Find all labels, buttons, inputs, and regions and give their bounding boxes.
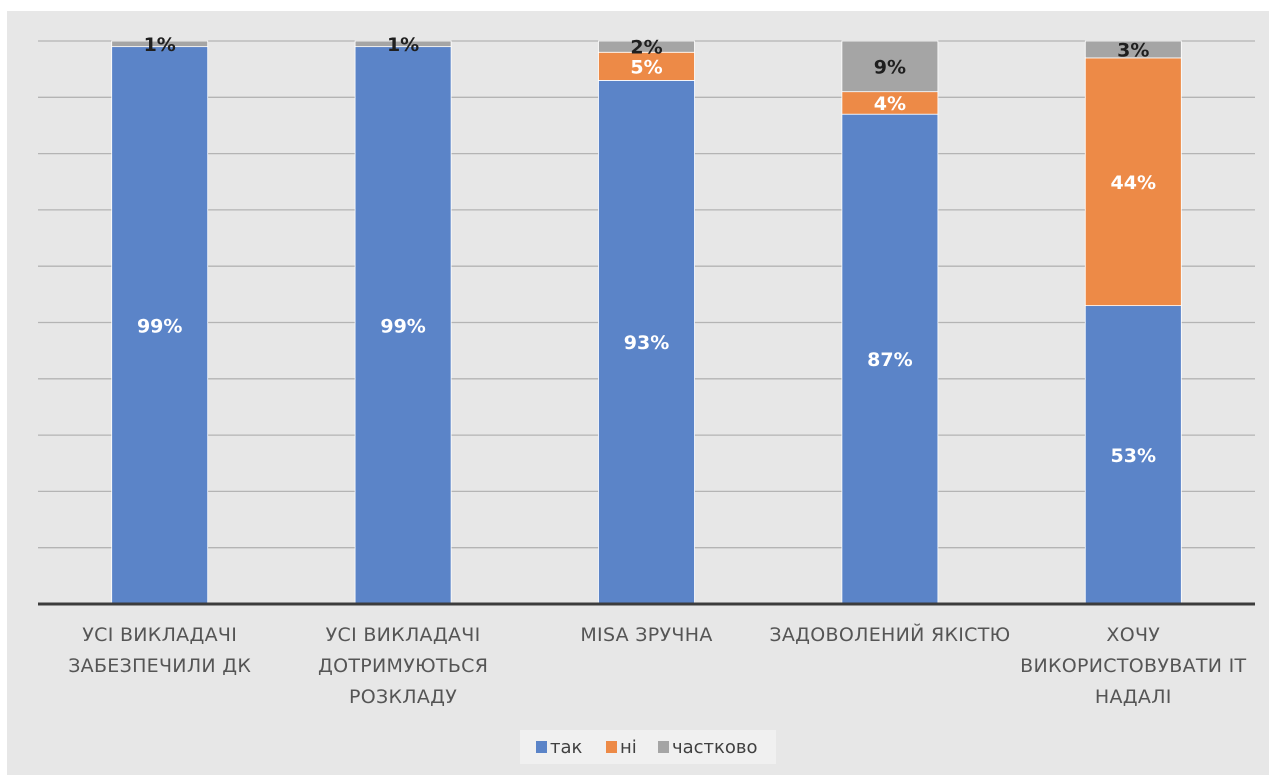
data-label: 5% — [630, 56, 662, 78]
bar-segment-частково — [111, 40, 209, 48]
bar-segment-так — [841, 113, 939, 605]
legend-label: частково — [672, 737, 758, 758]
bar-segment-частково — [598, 40, 695, 53]
bar-segment-ні — [598, 51, 695, 81]
category-label: УСІ ВИКЛАДАЧІ ЗАБЕЗПЕЧИЛИ ДК — [68, 624, 251, 677]
bar-segment-частково — [1084, 40, 1182, 59]
legend-item: так — [536, 737, 583, 758]
legend: так ні частково — [520, 730, 776, 764]
legend-swatch — [536, 741, 547, 753]
bar-segment-так — [111, 46, 209, 605]
legend-swatch — [658, 741, 669, 753]
data-label: 99% — [137, 315, 182, 337]
data-label: 3% — [1117, 39, 1149, 61]
data-label: 99% — [380, 315, 425, 337]
bar-segment-ні — [1084, 57, 1182, 307]
bar-segment-так — [1084, 305, 1182, 605]
data-label: 44% — [1111, 172, 1156, 194]
bar-segment-частково — [841, 40, 939, 93]
data-label: 1% — [387, 34, 419, 56]
category-label: ЗАДОВОЛЕНИЙ ЯКІСТЮ — [769, 623, 1010, 646]
category-label: ХОЧУ ВИКОРИСТОВУВАТИ ІТ НАДАЛІ — [1020, 624, 1246, 708]
data-label: 9% — [874, 56, 906, 78]
legend-swatch — [606, 741, 617, 753]
data-label: 87% — [867, 349, 912, 371]
data-label: 1% — [144, 34, 176, 56]
legend-item: частково — [658, 737, 758, 758]
legend-label: так — [550, 737, 583, 758]
legend-label: ні — [620, 737, 637, 758]
bar-segment-частково — [354, 40, 452, 48]
category-labels: УСІ ВИКЛАДАЧІ ЗАБЕЗПЕЧИЛИ ДК УСІ ВИКЛАДАЧІ… — [68, 623, 1246, 708]
bars: 99% 1% 99% 1% 93% 5%2% 87% 4% 9% 53% 44% 3% — [111, 34, 1182, 605]
data-label: 2% — [630, 37, 662, 59]
data-label: 53% — [1111, 445, 1156, 467]
legend-item: ні — [606, 737, 637, 758]
category-label: MISA ЗРУЧНА — [580, 624, 712, 646]
data-label: 93% — [624, 332, 669, 354]
data-label: 4% — [874, 93, 906, 115]
category-label: УСІ ВИКЛАДАЧІ ДОТРИМУЮТЬСЯ РОЗКЛАДУ — [318, 624, 488, 708]
